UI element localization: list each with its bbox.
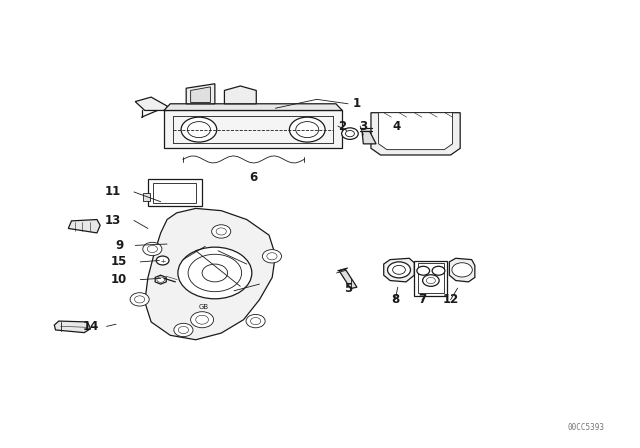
Circle shape: [181, 117, 217, 142]
Polygon shape: [164, 111, 342, 148]
Circle shape: [174, 323, 193, 336]
Circle shape: [417, 266, 429, 275]
Polygon shape: [191, 87, 211, 103]
Polygon shape: [449, 258, 475, 282]
Polygon shape: [371, 113, 460, 155]
Text: 8: 8: [391, 293, 399, 306]
Bar: [414, 260, 447, 296]
Polygon shape: [68, 220, 100, 233]
Text: 5: 5: [344, 282, 353, 295]
Circle shape: [202, 264, 228, 282]
Polygon shape: [54, 321, 91, 332]
Bar: [143, 193, 150, 201]
Text: 00CC5393: 00CC5393: [568, 423, 605, 432]
Circle shape: [130, 293, 149, 306]
Circle shape: [188, 121, 211, 138]
Circle shape: [246, 314, 265, 328]
Circle shape: [179, 327, 189, 334]
Circle shape: [388, 262, 410, 278]
Circle shape: [134, 296, 145, 303]
Text: 2: 2: [339, 120, 346, 133]
Bar: [148, 180, 202, 206]
Text: 9: 9: [115, 239, 124, 252]
Polygon shape: [145, 208, 275, 340]
Text: 14: 14: [83, 320, 99, 333]
Circle shape: [216, 228, 227, 235]
Polygon shape: [384, 258, 414, 282]
Circle shape: [422, 275, 439, 286]
Circle shape: [262, 250, 282, 263]
Circle shape: [188, 254, 242, 292]
Circle shape: [346, 130, 355, 137]
Circle shape: [452, 263, 472, 277]
Circle shape: [393, 265, 405, 274]
Circle shape: [143, 242, 162, 256]
Circle shape: [178, 247, 252, 299]
Circle shape: [250, 318, 260, 325]
Polygon shape: [379, 113, 452, 150]
Circle shape: [147, 246, 157, 253]
Polygon shape: [225, 86, 256, 104]
Polygon shape: [164, 104, 342, 111]
Circle shape: [296, 121, 319, 138]
Text: 11: 11: [105, 185, 121, 198]
Circle shape: [157, 277, 164, 282]
Text: 6: 6: [249, 171, 257, 184]
Text: 15: 15: [111, 255, 127, 268]
Circle shape: [191, 312, 214, 328]
Bar: [418, 263, 444, 293]
Text: 10: 10: [111, 273, 127, 286]
Text: 1: 1: [353, 97, 361, 110]
Polygon shape: [135, 97, 167, 111]
Circle shape: [289, 117, 325, 142]
Text: 7: 7: [418, 293, 426, 306]
Text: 4: 4: [392, 120, 401, 133]
Polygon shape: [186, 84, 215, 104]
Text: 13: 13: [105, 214, 121, 227]
Circle shape: [267, 253, 277, 260]
Text: 3: 3: [359, 120, 367, 133]
Circle shape: [196, 315, 209, 324]
Polygon shape: [339, 269, 357, 289]
Circle shape: [212, 225, 231, 238]
Circle shape: [432, 266, 445, 275]
Circle shape: [156, 256, 169, 265]
Circle shape: [342, 128, 358, 139]
Bar: [153, 183, 196, 203]
Text: 12: 12: [442, 293, 459, 306]
Polygon shape: [362, 131, 376, 144]
Polygon shape: [155, 275, 166, 284]
Text: GB: GB: [198, 304, 209, 310]
Circle shape: [426, 277, 435, 284]
